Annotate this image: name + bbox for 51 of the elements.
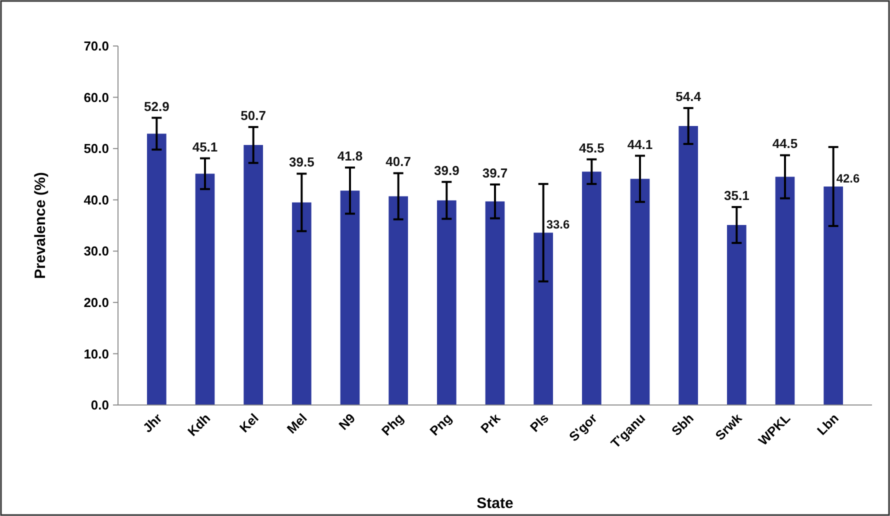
x-tick-label: Phg [378,410,406,438]
bar [727,224,746,405]
data-label: 39.9 [434,162,460,178]
y-tick-label: 70.0 [84,38,109,54]
data-label: 45.5 [579,140,604,156]
bar [678,126,698,405]
bar [437,200,456,405]
data-label: 33.6 [546,218,570,232]
bar [292,202,312,405]
data-label: 41.8 [337,148,363,164]
data-label: 52.9 [144,98,170,114]
y-tick-label: 10.0 [84,346,109,362]
x-tick-label: Mel [284,410,310,436]
x-tick-label: Prk [478,410,504,436]
y-axis-title: Prevalence (%) [32,172,49,279]
bar [388,196,408,405]
x-tick-label: Kdh [184,410,214,439]
y-tick-label: 60.0 [84,90,109,105]
bar [147,134,166,405]
bar [824,186,843,405]
bar [630,178,650,405]
data-label: 39.7 [482,165,508,180]
bar [534,232,553,405]
y-tick-label: 50.0 [84,141,109,156]
y-tick-label: 30.0 [84,244,109,259]
x-tick-label: Jhr [140,410,165,436]
data-label: 40.7 [386,154,411,170]
data-label: 45.1 [192,139,218,154]
bar [244,144,263,405]
bar [195,174,215,405]
x-tick-label: Kel [236,410,262,436]
data-label: 39.5 [289,154,314,170]
x-axis-title: State [476,495,514,512]
x-tick-label: N9 [336,410,358,433]
bar [582,172,602,405]
x-tick-label: Pls [527,410,552,435]
x-tick-label: Sbh [668,410,696,438]
bar [485,201,505,405]
data-label: 54.4 [676,89,702,104]
data-label: 50.7 [240,108,266,124]
x-tick-label: Lbn [814,410,842,438]
data-label: 44.1 [627,136,653,152]
x-tick-label: Png [426,410,455,438]
y-tick-label: 20.0 [84,294,109,310]
y-tick-label: 0.0 [90,398,109,413]
data-label: 42.6 [836,172,860,186]
bar [340,190,360,405]
y-tick-label: 40.0 [84,192,109,208]
data-label: 35.1 [724,188,750,204]
data-label: 44.5 [772,136,798,152]
bar [775,176,795,405]
